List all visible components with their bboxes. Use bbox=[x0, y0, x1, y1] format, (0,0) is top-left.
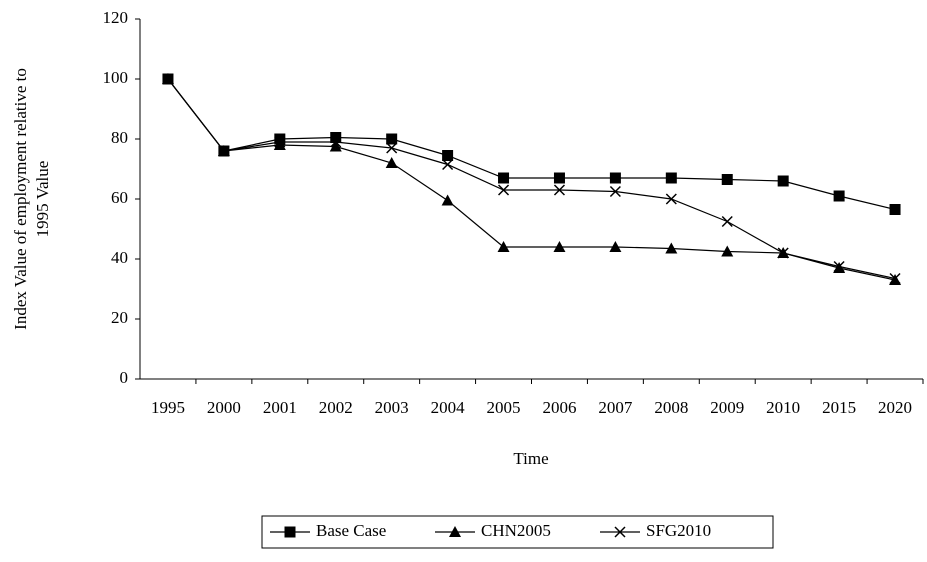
y-tick-label: 0 bbox=[120, 368, 129, 387]
marker bbox=[609, 241, 622, 252]
marker bbox=[329, 140, 342, 152]
marker bbox=[614, 526, 626, 538]
marker bbox=[721, 215, 733, 228]
x-tick-label: 2005 bbox=[487, 398, 521, 417]
marker bbox=[218, 145, 230, 157]
y-axis-label: Index Value of employment relative to bbox=[11, 68, 30, 330]
marker bbox=[274, 136, 286, 148]
marker bbox=[330, 136, 342, 148]
marker bbox=[665, 172, 677, 184]
marker bbox=[833, 190, 845, 202]
x-tick-label: 2003 bbox=[375, 398, 409, 417]
marker bbox=[162, 73, 174, 85]
marker bbox=[498, 172, 510, 184]
marker bbox=[889, 272, 901, 285]
marker bbox=[498, 184, 510, 196]
y-tick-label: 120 bbox=[103, 8, 129, 27]
marker bbox=[833, 260, 845, 273]
marker bbox=[553, 184, 565, 196]
x-tick-label: 2002 bbox=[319, 398, 353, 417]
marker bbox=[721, 174, 733, 185]
x-tick-label: 1995 bbox=[151, 398, 185, 417]
legend-label: SFG2010 bbox=[646, 521, 711, 540]
marker bbox=[442, 150, 454, 161]
marker bbox=[497, 241, 510, 252]
x-tick-label: 2007 bbox=[598, 398, 633, 417]
marker bbox=[386, 142, 398, 154]
x-tick-label: 2006 bbox=[542, 398, 576, 417]
marker bbox=[441, 194, 454, 206]
y-tick-label: 100 bbox=[103, 68, 129, 87]
marker bbox=[609, 172, 621, 184]
marker bbox=[385, 157, 398, 168]
legend-label: CHN2005 bbox=[481, 521, 551, 540]
y-tick-label: 80 bbox=[111, 128, 128, 147]
legend-label: Base Case bbox=[316, 521, 386, 540]
marker bbox=[553, 172, 565, 184]
x-tick-label: 2009 bbox=[710, 398, 744, 417]
marker bbox=[449, 526, 461, 537]
x-tick-label: 2004 bbox=[431, 398, 466, 417]
marker bbox=[889, 204, 901, 215]
x-tick-label: 2001 bbox=[263, 398, 297, 417]
y-tick-label: 20 bbox=[111, 308, 128, 327]
marker bbox=[665, 242, 678, 254]
x-tick-label: 2015 bbox=[822, 398, 856, 417]
x-tick-label: 2020 bbox=[878, 398, 912, 417]
legend-box bbox=[261, 515, 774, 549]
marker bbox=[273, 139, 286, 150]
series-line bbox=[167, 78, 896, 281]
marker bbox=[330, 132, 342, 143]
marker bbox=[777, 175, 789, 187]
y-tick-label: 60 bbox=[111, 188, 128, 207]
y-tick-label: 40 bbox=[111, 248, 128, 267]
x-tick-label: 2008 bbox=[654, 398, 688, 417]
marker bbox=[777, 247, 789, 259]
marker bbox=[553, 241, 566, 252]
series-line bbox=[167, 78, 896, 211]
x-tick-label: 2010 bbox=[766, 398, 800, 417]
marker bbox=[284, 526, 296, 538]
marker bbox=[609, 185, 621, 198]
x-tick-label: 2000 bbox=[207, 398, 241, 417]
x-axis-label: Time bbox=[513, 449, 548, 468]
marker bbox=[665, 193, 677, 205]
marker bbox=[721, 245, 734, 257]
marker bbox=[442, 158, 454, 171]
series-line bbox=[167, 78, 896, 280]
y-axis-label: 1995 Value bbox=[33, 161, 52, 238]
marker bbox=[386, 133, 398, 145]
